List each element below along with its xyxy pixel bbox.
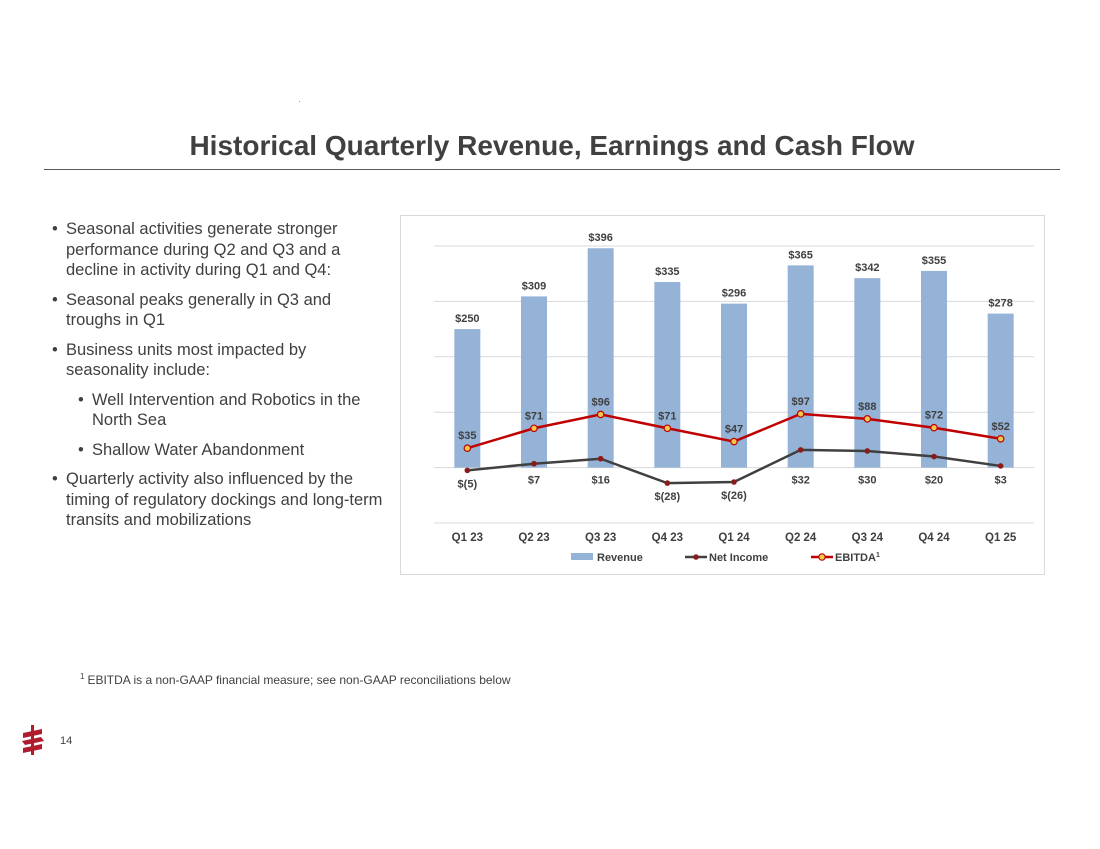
revenue-bar xyxy=(921,270,947,468)
x-tick-label: Q1 25 xyxy=(985,532,1017,544)
footnote: 1 EBITDA is a non-GAAP financial measure;… xyxy=(80,672,511,687)
title-divider xyxy=(44,169,1060,170)
ebitda-data-label: $72 xyxy=(925,410,943,422)
slide-title: Historical Quarterly Revenue, Earnings a… xyxy=(189,130,915,161)
revenue-data-label: $278 xyxy=(988,298,1012,310)
net-income-point xyxy=(797,447,804,453)
ebitda-point xyxy=(463,444,472,453)
footnote-marker: 1 xyxy=(80,672,85,681)
x-tick-label: Q2 23 xyxy=(518,532,549,544)
net-income-point xyxy=(531,460,537,467)
legend-revenue-swatch xyxy=(571,553,593,560)
revenue-bar xyxy=(587,248,614,468)
ebitda-point xyxy=(530,424,538,433)
net-income-point xyxy=(731,479,737,485)
legend-net-income-label: Net Income xyxy=(709,552,768,564)
legend-ebitda-label: EBITDA1 xyxy=(835,552,880,564)
revenue-data-label: $335 xyxy=(655,266,679,278)
revenue-data-label: $296 xyxy=(722,288,746,300)
ebitda-data-label: $71 xyxy=(658,410,676,422)
ebitda-point xyxy=(796,410,805,418)
combo-chart: $250 $309 $396 $335 $296 $365 $342 $355 $278 $35 $… xyxy=(434,232,1034,564)
revenue-bar xyxy=(521,296,547,468)
legend-net-income-marker xyxy=(693,554,699,560)
revenue-data-label: $342 xyxy=(855,262,879,274)
bullet-item: Business units most impacted by seasonal… xyxy=(50,340,390,381)
net-income-point xyxy=(997,463,1004,469)
net-income-data-label: $32 xyxy=(791,475,809,487)
net-income-data-label: $(26) xyxy=(721,490,747,502)
sub-bullet-item: Shallow Water Abandonment xyxy=(50,440,390,461)
net-income-point xyxy=(664,480,671,486)
x-tick-label: Q3 24 xyxy=(852,532,884,544)
bullet-list: Seasonal activities generate stronger pe… xyxy=(50,219,390,540)
ebitda-point xyxy=(730,437,738,446)
net-income-data-label: $3 xyxy=(995,475,1007,487)
ebitda-data-label: $97 xyxy=(791,396,809,408)
ebitda-point xyxy=(930,423,938,432)
net-income-point xyxy=(864,448,871,454)
x-tick-label: Q4 24 xyxy=(918,532,950,544)
legend-ebitda-marker xyxy=(818,553,826,561)
legend-revenue-label: Revenue xyxy=(597,552,643,564)
revenue-data-label: $250 xyxy=(455,313,479,325)
net-income-data-label: $30 xyxy=(858,475,876,487)
chart-frame: $250 $309 $396 $335 $296 $365 $342 $355 $278 $35 $… xyxy=(400,215,1045,575)
revenue-bar xyxy=(987,313,1014,468)
ebitda-point xyxy=(996,434,1005,443)
sub-bullet-item: Well Intervention and Robotics in the No… xyxy=(50,390,390,431)
page-number: 14 xyxy=(60,735,73,747)
ebitda-data-label: $96 xyxy=(591,396,609,408)
x-tick-label: Q3 23 xyxy=(585,532,616,544)
net-income-data-label: $20 xyxy=(925,475,943,487)
net-income-point xyxy=(464,467,471,474)
net-income-data-label: $7 xyxy=(528,475,540,487)
company-logo-icon xyxy=(22,725,44,755)
ebitda-data-label: $71 xyxy=(525,410,543,422)
decorative-dot xyxy=(299,101,300,102)
x-tick-label: Q2 24 xyxy=(785,532,817,544)
revenue-bar xyxy=(854,278,881,468)
net-income-point xyxy=(597,455,604,462)
footnote-text: EBITDA is a non-GAAP financial measure; … xyxy=(87,673,511,687)
ebitda-point xyxy=(596,410,605,419)
net-income-data-label: $(5) xyxy=(458,478,478,490)
revenue-data-label: $355 xyxy=(922,255,946,267)
revenue-data-label: $309 xyxy=(522,280,546,292)
bullet-item: Quarterly activity also influenced by th… xyxy=(50,469,390,531)
revenue-data-label: $396 xyxy=(588,232,612,244)
bullet-item: Seasonal peaks generally in Q3 and troug… xyxy=(50,290,390,331)
ebitda-data-label: $88 xyxy=(858,401,876,413)
x-tick-label: Q1 23 xyxy=(452,532,483,544)
net-income-data-label: $16 xyxy=(591,475,609,487)
x-tick-label: Q4 23 xyxy=(652,532,683,544)
ebitda-data-label: $35 xyxy=(458,430,476,442)
ebitda-data-label: $52 xyxy=(991,421,1009,433)
net-income-point xyxy=(931,453,937,460)
revenue-bar xyxy=(654,282,681,468)
ebitda-point xyxy=(863,415,872,423)
net-income-data-label: $(28) xyxy=(654,491,680,503)
x-tick-label: Q1 24 xyxy=(718,532,750,544)
legend-ebitda-footnote-marker: 1 xyxy=(876,552,880,559)
revenue-data-label: $365 xyxy=(788,249,812,261)
ebitda-data-label: $47 xyxy=(725,424,743,436)
bullet-item: Seasonal activities generate stronger pe… xyxy=(50,219,390,281)
ebitda-point xyxy=(663,424,672,433)
revenue-bar xyxy=(787,265,814,468)
